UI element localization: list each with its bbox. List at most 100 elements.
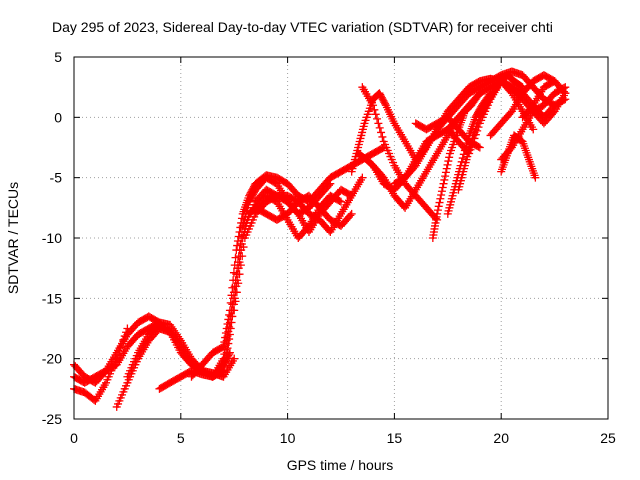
series-track-12: [251, 191, 345, 242]
data-point: [230, 306, 239, 315]
chart-title: Day 295 of 2023, Sidereal Day-to-day VTE…: [52, 19, 553, 35]
data-point: [375, 123, 384, 132]
data-point: [116, 343, 125, 352]
x-tick-label: 15: [387, 430, 403, 446]
data-point: [466, 145, 475, 154]
data-point: [225, 335, 234, 344]
data-point: [458, 154, 467, 163]
x-tick-label: 20: [493, 430, 509, 446]
data-point: [231, 297, 240, 306]
x-tick-label: 5: [177, 430, 185, 446]
data-point: [441, 168, 450, 177]
data-point: [221, 357, 230, 366]
data-point: [381, 99, 390, 108]
data-point: [440, 175, 449, 184]
series-track-13: [347, 89, 420, 176]
data-point: [120, 332, 129, 341]
x-tick-label: 25: [600, 430, 616, 446]
data-point: [437, 187, 446, 196]
data-point: [358, 173, 367, 182]
data-point: [465, 149, 474, 158]
data-point: [235, 270, 244, 279]
series-track-24: [497, 131, 540, 182]
data-point: [239, 243, 248, 252]
data-point: [123, 324, 132, 333]
data-point: [377, 128, 386, 137]
data-point: [118, 339, 127, 348]
y-axis-label: SDTVAR / TECUs: [5, 182, 21, 294]
y-tick-label: -25: [42, 411, 62, 427]
data-point: [119, 335, 128, 344]
data-point: [437, 191, 446, 200]
data-point: [373, 114, 382, 123]
data-point: [337, 197, 345, 206]
data-point: [378, 132, 387, 141]
series-track-26: [518, 77, 570, 122]
data-point: [346, 211, 355, 220]
data-point: [122, 328, 131, 337]
data-point: [230, 354, 239, 363]
data-point: [435, 198, 444, 207]
y-tick-label: 5: [54, 49, 62, 65]
data-point: [220, 362, 229, 371]
data-point: [529, 125, 538, 134]
data-point: [474, 123, 483, 132]
data-point: [444, 157, 453, 166]
data-point: [475, 143, 484, 152]
data-point: [369, 101, 378, 110]
data-point: [228, 312, 237, 321]
data-point: [474, 142, 483, 151]
series-track-19: [428, 89, 484, 242]
data-point: [474, 90, 483, 99]
x-tick-label: 10: [280, 430, 296, 446]
data-point: [434, 202, 443, 211]
data-point: [225, 330, 234, 339]
data-point: [221, 353, 230, 362]
series-track-27: [411, 113, 484, 152]
data-point: [223, 344, 232, 353]
x-tick-label: 0: [70, 430, 78, 446]
data-point: [438, 183, 447, 192]
data-point: [433, 209, 442, 218]
data-point: [370, 105, 379, 114]
data-point: [224, 339, 233, 348]
axes: 0 5 10 15 20 25 5 0 -5 -10 -15 -20 -25: [42, 49, 616, 446]
data-point: [561, 89, 570, 98]
data-point: [441, 172, 450, 181]
x-axis-label: GPS time / hours: [287, 457, 394, 473]
data-point: [475, 89, 484, 98]
data-point: [232, 288, 241, 297]
data-point: [517, 82, 526, 91]
data-point: [374, 119, 383, 128]
data-point: [234, 279, 243, 288]
data-point: [443, 160, 452, 169]
data-series: [70, 67, 570, 411]
data-point: [445, 153, 454, 162]
data-point: [559, 95, 568, 104]
y-tick-label: -15: [42, 290, 62, 306]
data-point: [439, 179, 448, 188]
data-point: [471, 130, 480, 139]
data-point: [347, 209, 356, 218]
data-point: [225, 322, 234, 331]
data-point: [227, 318, 236, 327]
y-tick-label: -20: [42, 351, 62, 367]
data-point: [226, 324, 235, 333]
data-point: [531, 173, 540, 182]
data-point: [433, 206, 442, 215]
data-point: [222, 348, 231, 357]
data-point: [473, 126, 482, 135]
data-point: [559, 87, 568, 96]
data-point: [335, 197, 344, 206]
y-tick-label: -5: [50, 170, 63, 186]
data-point: [236, 261, 245, 270]
data-point: [442, 164, 451, 173]
data-point: [371, 110, 380, 119]
data-point: [219, 366, 228, 375]
y-tick-label: 0: [54, 109, 62, 125]
data-point: [324, 181, 333, 190]
data-point: [238, 252, 247, 261]
series-track-1: [70, 312, 164, 387]
data-point: [326, 179, 335, 188]
